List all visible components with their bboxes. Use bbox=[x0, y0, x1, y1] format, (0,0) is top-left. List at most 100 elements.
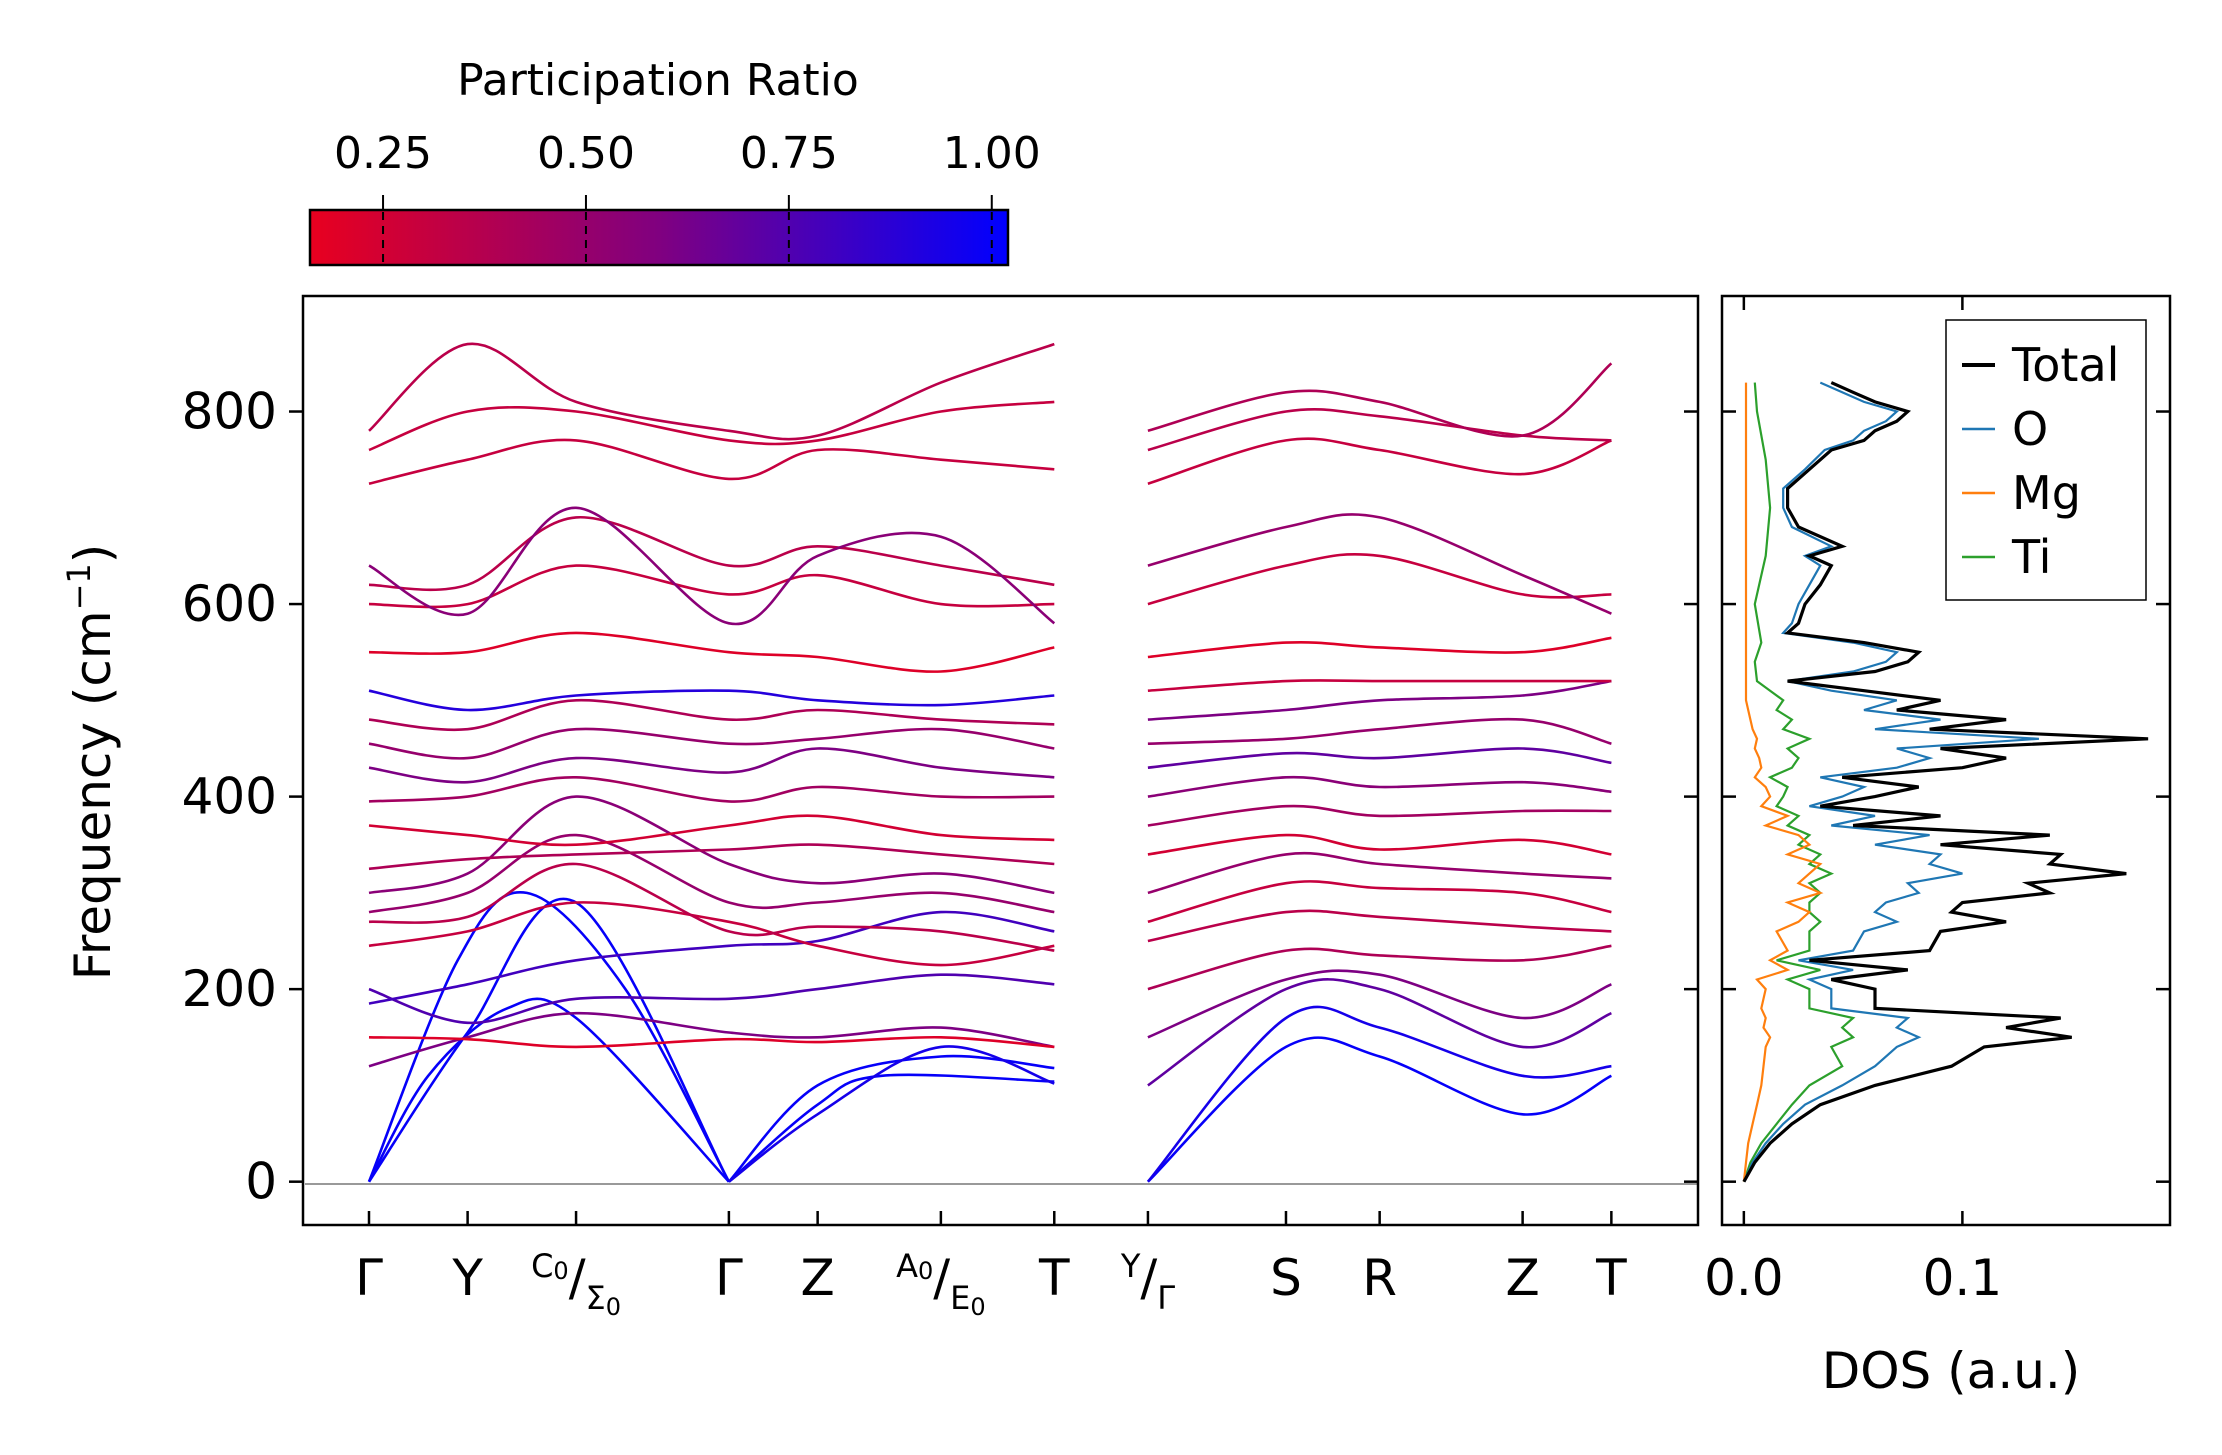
phonon-branch bbox=[1147, 679, 1612, 692]
phonon-branch bbox=[1147, 408, 1612, 452]
legend-label: O bbox=[2012, 402, 2048, 456]
path-label-pre: A bbox=[896, 1247, 918, 1285]
path-label-pre-sub: 0 bbox=[918, 1257, 933, 1285]
dos-ticks: 0.0 0.1 bbox=[1704, 296, 2170, 1307]
band-y-ticks: 0 200 400 600 800 bbox=[182, 383, 1698, 1211]
phonon-branch bbox=[1147, 636, 1612, 659]
band-path-label: S bbox=[1270, 1249, 1302, 1307]
phonon-branch bbox=[368, 814, 1055, 847]
path-label-post-sub: 0 bbox=[606, 1293, 621, 1321]
band-ylabel: Frequency (cm−1) bbox=[60, 544, 122, 981]
ylabel-main: Frequency (cm bbox=[64, 610, 122, 980]
phonon-branch bbox=[368, 795, 1055, 895]
phonon-branch bbox=[368, 747, 1055, 784]
dos-curve-ti bbox=[1742, 382, 1856, 1183]
phonon-branch bbox=[728, 1073, 1055, 1183]
path-label-post: E bbox=[950, 1279, 970, 1317]
legend-label: Ti bbox=[2011, 530, 2051, 584]
band-path-label: Z bbox=[800, 1249, 834, 1307]
band-path-label: Γ bbox=[355, 1249, 383, 1307]
dos-xtick-label: 0.1 bbox=[1923, 1249, 2003, 1307]
phonon-branch bbox=[368, 1035, 1055, 1049]
phonon-branch bbox=[368, 564, 1055, 609]
band-ytick-label: 400 bbox=[182, 768, 277, 826]
band-path-label: Y bbox=[451, 1249, 483, 1307]
path-label-slash: / bbox=[569, 1249, 586, 1307]
colorbar-ticks: 0.25 0.50 0.75 1.00 bbox=[334, 128, 1041, 263]
legend-label: Total bbox=[2011, 338, 2119, 392]
phonon-branch bbox=[368, 438, 1055, 485]
phonon-branch bbox=[368, 833, 1055, 914]
phonon-branch bbox=[1147, 747, 1612, 769]
band-path-label: A0/E0 bbox=[896, 1247, 986, 1321]
phonon-branch bbox=[368, 843, 1055, 871]
phonon-branch bbox=[368, 506, 1056, 626]
phonon-branch bbox=[1147, 362, 1613, 438]
dos-panel: 0.0 0.1 DOS (a.u.) Total O Mg Ti bbox=[1704, 294, 2172, 1400]
phonon-branch bbox=[1147, 717, 1612, 745]
path-label-slash: / bbox=[933, 1249, 950, 1307]
band-axes-frame bbox=[301, 294, 1700, 1227]
band-ytick-label: 600 bbox=[182, 575, 277, 633]
band-lines bbox=[367, 342, 1613, 1183]
phonon-branch bbox=[368, 910, 1055, 1005]
phonon-branch bbox=[1147, 978, 1612, 1087]
phonon-branch bbox=[1147, 969, 1612, 1039]
path-label-post: Γ bbox=[1157, 1279, 1175, 1317]
phonon-branch bbox=[368, 727, 1055, 760]
phonon-branch bbox=[1147, 851, 1612, 895]
phonon-branch bbox=[1147, 804, 1612, 827]
dos-curve-total bbox=[1742, 381, 2149, 1183]
phonon-branch bbox=[1147, 880, 1612, 924]
phonon-branch bbox=[368, 516, 1055, 592]
phonon-branch bbox=[368, 973, 1055, 1025]
band-path-label: Z bbox=[1505, 1249, 1539, 1307]
dos-xlabel: DOS (a.u.) bbox=[1822, 1342, 2081, 1400]
band-path-label: Γ bbox=[715, 1249, 743, 1307]
phonon-branch bbox=[367, 891, 731, 1183]
phonon-branch bbox=[368, 342, 1055, 441]
dos-curve-o bbox=[1742, 381, 2039, 1183]
band-path-label: Y/Γ bbox=[1120, 1247, 1175, 1317]
phonon-branch bbox=[368, 1011, 1055, 1068]
dos-lines bbox=[1742, 381, 2149, 1183]
phonon-branch bbox=[368, 775, 1055, 803]
band-ytick-label: 800 bbox=[182, 383, 277, 441]
band-ytick-label: 0 bbox=[245, 1153, 277, 1211]
colorbar: Participation Ratio 0.25 0.50 0.75 1.00 bbox=[308, 55, 1041, 267]
path-label-pre: C bbox=[531, 1247, 553, 1285]
phonon-branch bbox=[368, 901, 1055, 967]
phonon-branch bbox=[1147, 944, 1612, 991]
dos-xtick-label: 0.0 bbox=[1704, 1249, 1784, 1307]
phonon-branch bbox=[1147, 437, 1612, 485]
phonon-branch bbox=[368, 400, 1055, 452]
phonon-branch bbox=[1147, 513, 1612, 615]
colorbar-bar bbox=[308, 208, 1010, 267]
phonon-branch bbox=[728, 1045, 1055, 1183]
colorbar-title: Participation Ratio bbox=[457, 55, 859, 106]
band-path-label: C0/Σ0 bbox=[531, 1247, 621, 1321]
band-ytick-label: 200 bbox=[182, 960, 277, 1018]
path-label-slash: / bbox=[1140, 1249, 1157, 1307]
phonon-branch bbox=[368, 862, 1055, 952]
phonon-branch bbox=[368, 631, 1055, 673]
colorbar-tick-label: 0.50 bbox=[537, 128, 635, 179]
phonon-branch bbox=[367, 897, 731, 1183]
legend-items: Total O Mg Ti bbox=[1962, 338, 2119, 584]
band-path-ticks: Γ Y C0/Σ0 Γ Z A0/E0 T Y/Γ S R Z T bbox=[355, 1211, 1627, 1321]
legend-label: Mg bbox=[2012, 466, 2081, 520]
band-path-label: T bbox=[1038, 1249, 1070, 1307]
path-label-pre: Y bbox=[1120, 1247, 1141, 1285]
phonon-branch bbox=[367, 997, 730, 1183]
path-label-pre-sub: 0 bbox=[553, 1257, 568, 1285]
colorbar-tick-label: 0.75 bbox=[740, 128, 838, 179]
ylabel-sup: −1 bbox=[60, 563, 98, 610]
phonon-branch bbox=[368, 698, 1055, 732]
band-path-label: R bbox=[1362, 1249, 1397, 1307]
path-label-post-sub: 0 bbox=[970, 1293, 985, 1321]
path-label-post: Σ bbox=[586, 1279, 606, 1317]
ylabel-end: ) bbox=[64, 544, 122, 564]
dos-curve-mg bbox=[1742, 382, 1824, 1182]
